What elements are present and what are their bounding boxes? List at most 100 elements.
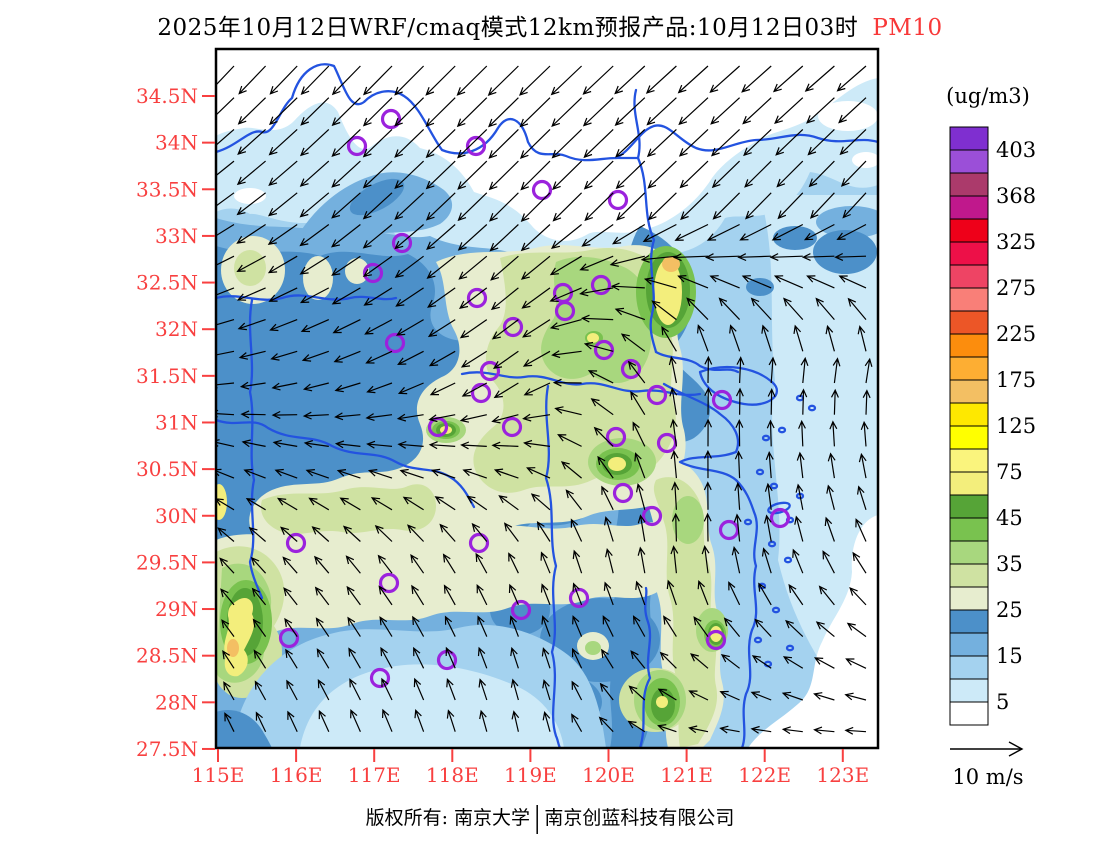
wind-arrow [602,615,614,637]
station-marker [479,360,501,382]
wind-arrow [267,224,298,245]
wind-arrow [579,255,614,271]
wind-arrow [216,128,235,147]
wind-arrow [236,255,266,273]
wind-arrow [410,553,425,574]
wind-arrow [570,518,583,542]
wind-arrow [301,350,329,362]
contour-region [818,101,878,131]
lon-label: 123E [816,763,869,787]
wind-arrow [838,275,867,289]
wind-arrow [460,441,487,450]
wind-arrow [552,192,583,222]
wind-arrow [803,223,835,241]
wind-arrow [397,382,424,395]
lon-label: 119E [504,763,557,787]
wind-arrow [365,350,393,364]
wind-arrow [362,255,393,278]
wind-arrow [635,580,646,606]
wind-arrow [331,97,361,127]
wind-arrow [442,553,456,574]
border-line [654,350,740,374]
wind-arrow [518,65,551,96]
wind-arrow [446,709,456,732]
island-outline [777,426,787,434]
wind-arrow [651,300,677,321]
station-marker [380,108,402,130]
wind-arrow [761,547,772,574]
wind-arrow [222,650,235,669]
wind-arrow [333,350,361,363]
wind-arrow [769,253,803,261]
wind-arrow [813,726,835,735]
wind-arrow [767,387,776,415]
wind-arrow [444,615,456,637]
lat-label: 32N [155,317,198,341]
wind-arrow [362,224,393,249]
wind-arrow [394,128,425,158]
wind-arrow [299,128,330,157]
wind-arrow [299,192,330,218]
wind-arrow [549,319,582,330]
station-marker [711,389,733,411]
wind-arrow [860,420,869,447]
wind-arrow [849,586,867,606]
wind-arrow [640,254,677,263]
wind-arrow [379,616,393,637]
wind-arrow [236,160,266,186]
colorbar-tick-label: 5 [996,690,1009,714]
station-marker [384,332,406,354]
wind-arrow [582,97,614,127]
wind-arrow [801,253,835,261]
wind-arrow [804,65,835,92]
wind-arrow [381,677,393,701]
contour-region [662,256,680,272]
wind-arrow [427,287,456,308]
wind-arrow [615,160,646,190]
contour-region [656,696,668,708]
wind-arrow [678,97,709,126]
wind-arrow [825,324,835,352]
island-outline [771,606,781,614]
wind-arrow [808,160,835,188]
wind-arrow [750,297,772,321]
wind-arrow [768,356,777,384]
wind-arrow [236,223,266,244]
wind-arrow [413,646,425,669]
wind-arrow [223,681,235,701]
wind-arrow [637,514,646,542]
wind-arrow [704,355,713,384]
wind-arrow [394,160,425,189]
wind-arrow [551,224,582,249]
contour-region [585,641,601,655]
wind-arrow [394,192,425,221]
wind-arrow [669,418,678,447]
wind-arrow [267,255,298,274]
border-line [636,156,658,354]
colorbar-tick-label: 175 [996,368,1036,392]
wind-arrow [572,647,583,669]
wind-arrow [668,355,677,384]
wind-arrow [216,319,235,326]
station-marker [646,384,668,406]
wind-arrow [611,223,646,245]
wind-arrow [552,378,582,387]
wind-arrow [282,556,298,574]
wind-arrow [284,617,298,637]
wind-arrow [844,726,867,735]
wind-arrow [216,255,235,266]
wind-arrow [857,325,867,352]
wind-arrow [347,616,361,637]
station-marker [769,507,791,529]
island-outline [755,468,765,476]
wind-arrow [845,658,867,669]
wind-arrow [815,621,835,638]
wind-arrow [466,495,488,511]
wind-arrow [268,287,298,302]
wind-arrow [571,680,583,701]
lat-label: 31N [155,410,198,434]
station-marker [620,358,642,380]
wind-arrow [731,546,741,574]
station-marker [718,519,740,541]
wind-arrow [671,512,680,542]
